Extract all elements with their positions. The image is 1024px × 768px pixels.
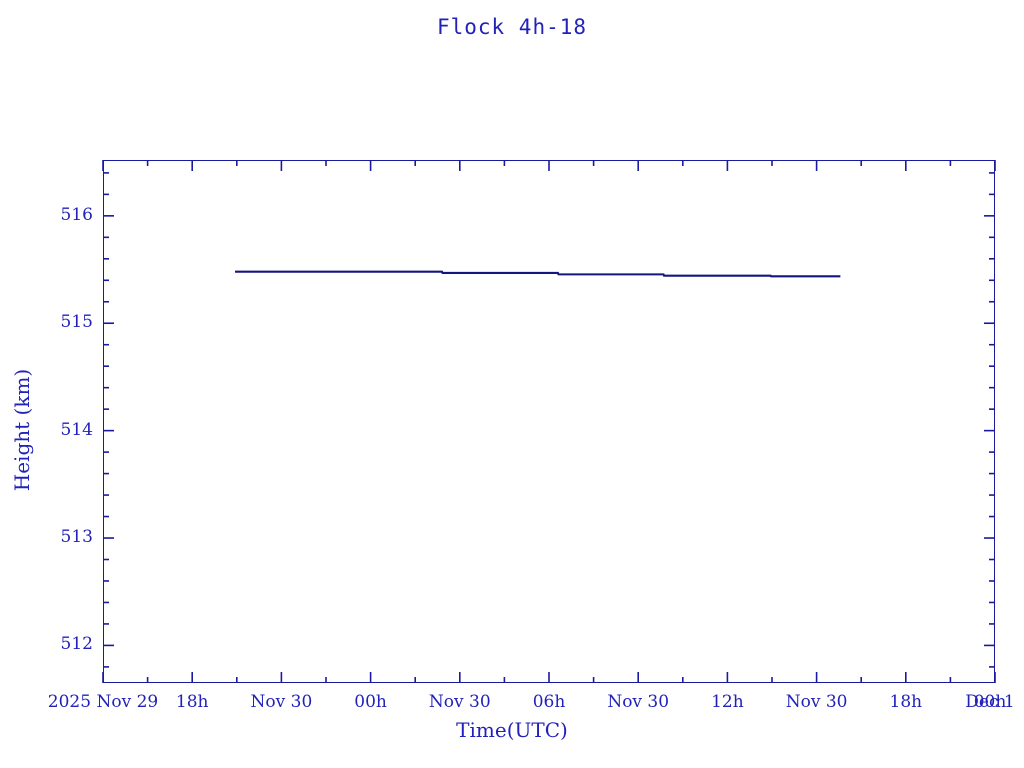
y-tick-label: 513 <box>60 527 93 548</box>
x-tick-label: Nov 30 <box>785 692 848 712</box>
x-tick-label: 00h <box>973 692 1007 712</box>
x-tick-label: Dec 1 <box>965 692 1015 712</box>
y-tick-label: 515 <box>60 312 93 333</box>
y-tick-label: 516 <box>60 204 93 225</box>
x-axis-title: Time(UTC) <box>456 718 568 742</box>
y-tick-label: 514 <box>60 419 93 440</box>
x-tick-label: 06h <box>532 692 566 712</box>
x-tick-label: 00h <box>354 692 387 712</box>
chart-title: Flock 4h-18 <box>436 15 588 39</box>
x-tick-label: Nov 30 <box>607 692 670 712</box>
plot-frame <box>103 160 995 683</box>
x-tick-label: 18h <box>889 692 923 712</box>
y-axis-title: Height (km) <box>10 368 34 492</box>
x-tick-label: Nov 30 <box>250 692 313 712</box>
x-tick-label: Nov 30 <box>428 692 491 712</box>
x-tick-label: 18h <box>175 692 209 712</box>
x-tick-label: 2025 Nov 29 <box>47 692 159 712</box>
y-tick-label: 512 <box>60 634 93 655</box>
x-tick-label: 12h <box>711 692 744 712</box>
